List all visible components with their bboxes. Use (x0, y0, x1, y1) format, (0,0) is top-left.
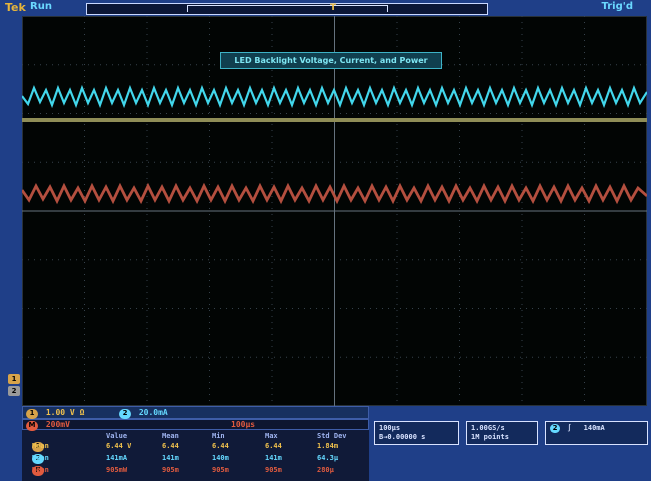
statistics-header: Value Mean Min Max Std Dev (106, 432, 347, 440)
run-status: Run (30, 1, 52, 12)
channel-2-ground-marker[interactable]: 2 (8, 386, 20, 396)
math-timebase-readout: 100μs (231, 420, 256, 429)
math-badge: M (26, 421, 38, 431)
trigger-level-value: 140mA (583, 424, 605, 432)
math-readout: M 200mV 100μs (22, 419, 369, 431)
sample-rate-box[interactable]: 1.00GS/s 1M points (466, 421, 538, 445)
power-statistics-row: M Mean 905mW 905m 905m 905m 280μ (32, 466, 334, 476)
channel-1-scale-readout: 1 1.00 V Ω (26, 408, 84, 419)
record-length-value: 1M points (471, 433, 509, 441)
record-view-window[interactable] (187, 5, 388, 12)
brand-logo: Tek (5, 1, 26, 14)
status-bar: Tek Run T Trig'd (0, 0, 651, 16)
timebase-value: 100μs (379, 424, 401, 432)
channel-readout: 1 1.00 V Ω 2 20.0mA (22, 406, 369, 419)
channel-2-badge: 2 (119, 409, 131, 419)
voltage-statistics-row: 1 Mean 6.44 V 6.44 6.44 6.44 1.84m (32, 442, 339, 452)
channel-1-ground-marker[interactable]: 1 (8, 374, 20, 384)
math-power-waveform (22, 182, 647, 205)
record-position-bar[interactable] (86, 3, 488, 15)
sample-rate-value: 1.00GS/s (471, 424, 505, 432)
waveform-display[interactable]: LED Backlight Voltage, Current, and Powe… (22, 16, 647, 406)
trigger-slope-icon: ∫ (567, 424, 572, 432)
readout-panel: 1 1.00 V Ω 2 20.0mA M 200mV 100μs Value … (22, 406, 369, 481)
trigger-channel-badge: 2 (550, 424, 560, 433)
channel-2-current-waveform (22, 84, 647, 109)
trigger-position-icon: T (330, 3, 337, 13)
trigger-box[interactable]: 2 ∫ 140mA (545, 421, 648, 445)
timebase-box[interactable]: 100μs B→0.00000 s (374, 421, 459, 445)
channel-1-badge: 1 (26, 409, 38, 419)
screen-annotation-title: LED Backlight Voltage, Current, and Powe… (220, 52, 442, 69)
graticule-grid (22, 16, 647, 406)
delay-value: B→0.00000 s (379, 433, 426, 441)
acquisition-panel: 100μs B→0.00000 s 1.00GS/s 1M points 2 ∫… (369, 406, 651, 481)
trigger-status: Trig'd (601, 1, 633, 12)
channel-2-scale-readout: 2 20.0mA (119, 408, 168, 419)
current-statistics-row: 2 Mean 141mA 141m 140m 141m 64.3μ (32, 454, 339, 464)
math-scale-readout: M 200mV (26, 420, 70, 431)
